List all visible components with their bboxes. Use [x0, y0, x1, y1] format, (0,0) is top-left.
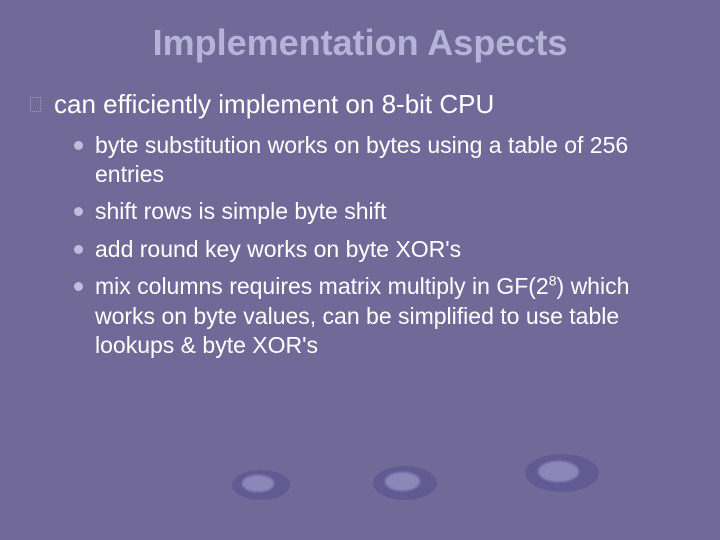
- slide: Implementation Aspects can efficiently i…: [0, 0, 720, 540]
- sub-item: add round key works on byte XOR's: [74, 235, 690, 264]
- sub-list: byte substitution works on bytes using a…: [74, 131, 690, 361]
- disc-bullet-icon: [74, 282, 83, 291]
- sub-item-text: byte substitution works on bytes using a…: [95, 131, 690, 190]
- sub-item: mix columns requires matrix multiply in …: [74, 272, 690, 360]
- sub-item-text-sup: 8: [549, 273, 557, 289]
- sub-item-text: shift rows is simple byte shift: [95, 197, 386, 226]
- slide-title: Implementation Aspects: [0, 0, 720, 64]
- disc-bullet-icon: [74, 245, 83, 254]
- decorative-ellipse-highlight-icon: [242, 475, 274, 492]
- sub-item-text: mix columns requires matrix multiply in …: [95, 272, 690, 360]
- top-level-item: can efficiently implement on 8-bit CPU: [30, 88, 690, 121]
- decorative-ellipse-highlight-icon: [385, 472, 420, 491]
- sub-item-text: add round key works on byte XOR's: [95, 235, 461, 264]
- disc-bullet-icon: [74, 141, 83, 150]
- slide-content: can efficiently implement on 8-bit CPU b…: [0, 64, 720, 361]
- sub-item: shift rows is simple byte shift: [74, 197, 690, 226]
- top-bullet-icon: [30, 92, 42, 114]
- sub-item: byte substitution works on bytes using a…: [74, 131, 690, 190]
- top-item-text: can efficiently implement on 8-bit CPU: [54, 88, 494, 121]
- decorative-ellipse-icon: [232, 470, 290, 500]
- decorative-ellipse-highlight-icon: [538, 461, 579, 482]
- disc-bullet-icon: [74, 207, 83, 216]
- decorative-ellipse-icon: [525, 454, 599, 492]
- decorative-ellipse-icon: [373, 466, 437, 500]
- sub-item-text-pre: mix columns requires matrix multiply in …: [95, 273, 549, 299]
